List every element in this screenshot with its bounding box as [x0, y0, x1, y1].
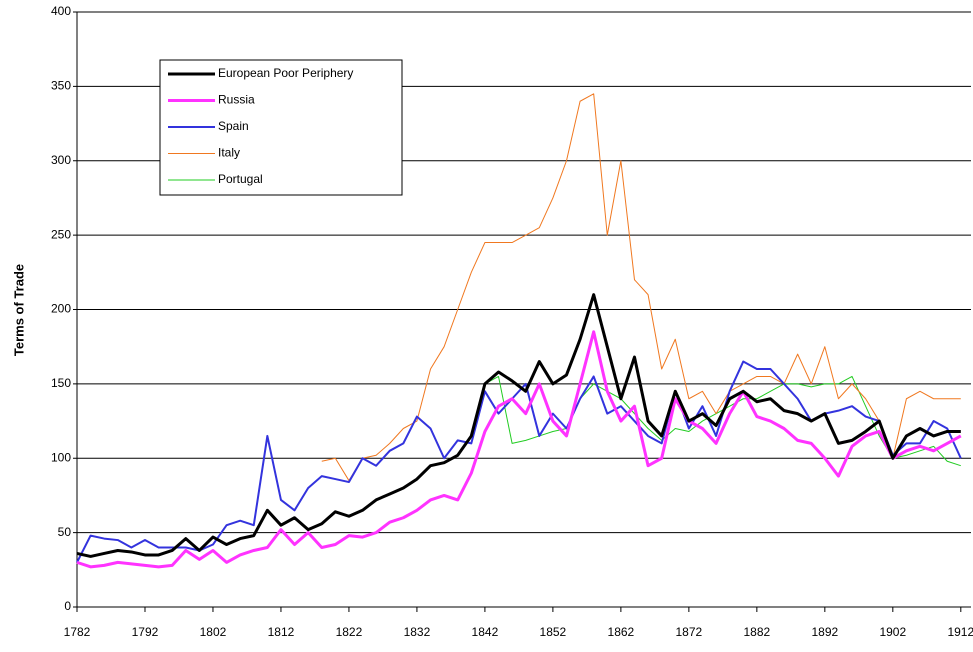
series-line — [321, 93, 961, 482]
x-tick-label: 1832 — [404, 625, 431, 639]
y-tick-label: 200 — [51, 302, 71, 316]
y-tick-label: 350 — [51, 79, 71, 93]
x-tick-label: 1902 — [879, 625, 906, 639]
legend-label: Spain — [218, 119, 249, 133]
x-tick-label: 1802 — [200, 625, 227, 639]
series-line — [76, 330, 962, 569]
y-tick-label: 150 — [51, 376, 71, 390]
y-axis-label: Terms of Trade — [11, 264, 26, 356]
y-tick-label: 400 — [51, 4, 71, 18]
x-tick-label: 1862 — [608, 625, 635, 639]
y-tick-label: 100 — [51, 450, 71, 464]
x-tick-label: 1842 — [472, 625, 499, 639]
x-tick-label: 1852 — [540, 625, 567, 639]
y-tick-label: 0 — [64, 599, 71, 613]
series-line — [76, 293, 961, 558]
x-tick-label: 1912 — [947, 625, 973, 639]
x-tick-label: 1782 — [64, 625, 91, 639]
y-tick-label: 50 — [58, 525, 72, 539]
y-tick-label: 300 — [51, 153, 71, 167]
x-tick-label: 1872 — [676, 625, 703, 639]
legend-label: Italy — [218, 146, 240, 160]
x-tick-label: 1822 — [336, 625, 363, 639]
legend: European Poor Periphery Russia Spain Italy P… — [159, 59, 403, 196]
legend-label: Portugal — [218, 172, 263, 186]
legend-label: European Poor Periphery — [218, 66, 353, 80]
x-tick-label: 1792 — [132, 625, 159, 639]
x-tick-label: 1882 — [743, 625, 770, 639]
x-tick-label: 1892 — [811, 625, 838, 639]
y-tick-label: 250 — [51, 227, 71, 241]
x-tick-label: 1812 — [268, 625, 295, 639]
legend-label: Russia — [218, 93, 255, 107]
